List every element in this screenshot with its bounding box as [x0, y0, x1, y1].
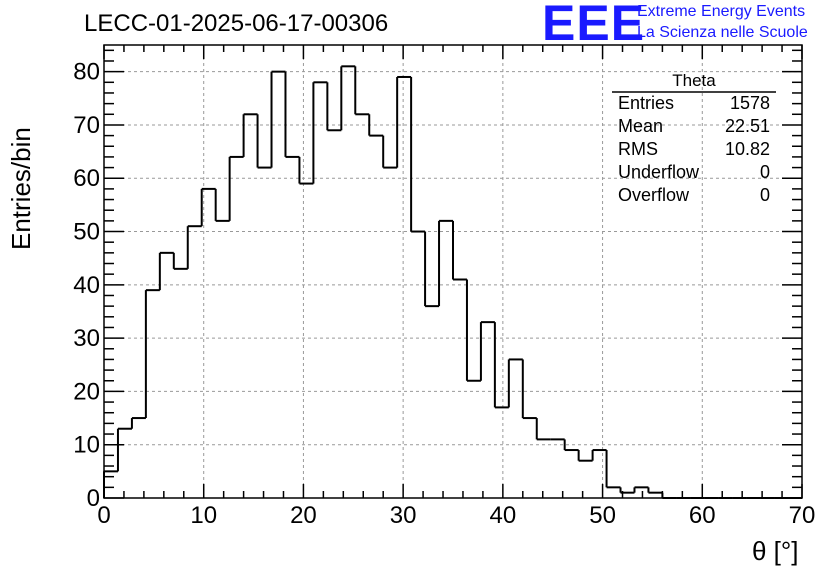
x-axis-label: θ [°] — [752, 536, 799, 566]
stats-value-overflow: 0 — [759, 185, 770, 205]
stats-key-entries: Entries — [618, 93, 675, 113]
stats-key-rms: RMS — [618, 139, 658, 159]
stats-value-mean: 22.51 — [724, 116, 770, 136]
y-tick-label: 0 — [87, 485, 100, 512]
y-tick-label: 60 — [73, 165, 100, 192]
logo-line-2: La Scienza nelle Scuole — [637, 24, 808, 41]
y-tick-label: 10 — [73, 432, 100, 459]
x-tick-label: 50 — [589, 502, 616, 529]
stats-key-overflow: Overflow — [618, 185, 690, 205]
stats-value-rms: 10.82 — [724, 139, 770, 159]
stats-value-entries: 1578 — [729, 93, 770, 113]
y-axis-label-wrap: Entries/bin — [6, 110, 36, 250]
x-tick-label: 10 — [190, 502, 217, 529]
x-tick-label: 20 — [290, 502, 317, 529]
tick-labels: 0 10 20 30 40 50 60 70 0 10 20 30 40 50 60 70 80 — [73, 59, 815, 529]
chart-title: LECC-01-2025-06-17-00306 — [84, 10, 389, 37]
x-tick-label: 0 — [97, 502, 110, 529]
x-tick-label: 70 — [789, 502, 816, 529]
y-axis-label: Entries/bin — [6, 127, 36, 250]
eee-logo: EEE — [542, 0, 646, 51]
x-tick-label: 60 — [689, 502, 716, 529]
y-tick-label: 20 — [73, 378, 100, 405]
y-tick-label: 80 — [73, 59, 100, 86]
stats-value-underflow: 0 — [759, 162, 770, 182]
axis-ticks — [103, 45, 803, 499]
y-tick-label: 50 — [73, 219, 100, 246]
stats-key-mean: Mean — [618, 116, 664, 136]
histogram-bars — [103, 65, 802, 499]
y-tick-label: 30 — [73, 325, 100, 352]
plot-frame — [103, 44, 803, 499]
logo-line-1: Extreme Energy Events — [637, 3, 806, 20]
x-tick-label: 30 — [390, 502, 417, 529]
y-tick-label: 40 — [73, 272, 100, 299]
stats-box-title: Theta — [672, 71, 716, 90]
stats-key-underflow: Underflow — [618, 162, 700, 182]
x-tick-label: 40 — [490, 502, 517, 529]
y-tick-label: 70 — [73, 112, 100, 139]
